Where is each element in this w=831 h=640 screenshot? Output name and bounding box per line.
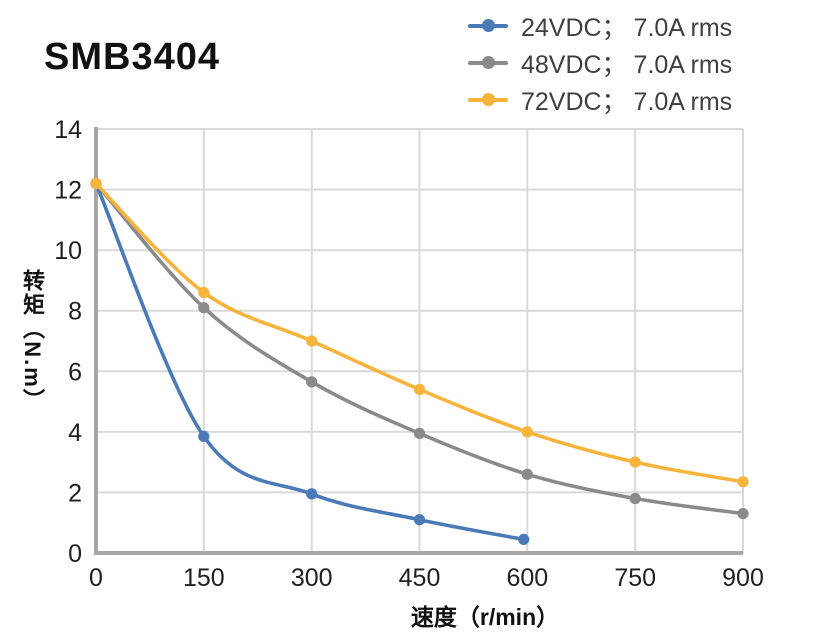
- series-48vdc-data-point: [413, 427, 426, 439]
- series-72vdc-data-point: [198, 286, 210, 299]
- x-tick-label: 900: [722, 564, 764, 592]
- legend-item-label: 24VDC； 7.0A rms: [521, 13, 733, 42]
- series-24vdc-data-point: [518, 533, 530, 546]
- series-72vdc-data-point: [629, 456, 641, 468]
- series-48vdc-data-point: [629, 492, 641, 505]
- series-72vdc-data-point: [306, 335, 318, 347]
- x-tick-label: 0: [89, 564, 103, 592]
- series-48vdc-data-point: [737, 507, 749, 520]
- legend: 24VDC； 7.0A rms 48VDC； 7.0A rms 72VDC； 7.0…: [468, 7, 732, 118]
- y-tick-label: 2: [68, 479, 82, 507]
- legend-item: 72VDC； 7.0A rms: [468, 81, 732, 118]
- y-axis-title: 转矩（N.m）: [20, 269, 45, 413]
- series-72vdc-data-point: [90, 177, 102, 190]
- y-tick-label: 6: [68, 358, 82, 386]
- y-tick-label: 10: [54, 237, 82, 265]
- series-48vdc-data-point: [198, 302, 210, 314]
- legend-marker-dot: [481, 19, 495, 32]
- series-72vdc-data-point: [413, 383, 426, 396]
- series-24vdc-data-point: [198, 430, 210, 442]
- legend-item-label: 72VDC； 7.0A rms: [521, 87, 733, 116]
- y-tick-label: 4: [68, 419, 82, 447]
- x-tick-label: 750: [614, 564, 656, 592]
- legend-marker-icon: [468, 56, 508, 70]
- x-tick-label: 450: [399, 564, 441, 592]
- y-tick-label: 8: [68, 298, 82, 326]
- y-tick-label: 12: [54, 177, 82, 205]
- x-tick-label: 300: [291, 564, 333, 592]
- series-72vdc-data-point: [521, 426, 533, 438]
- series-72vdc-data-point: [737, 476, 749, 488]
- legend-marker-icon: [468, 19, 508, 33]
- series-24vdc-data-point: [413, 514, 426, 526]
- legend-marker-dot: [481, 93, 495, 106]
- legend-marker-dot: [481, 56, 495, 69]
- legend-item-label: 48VDC； 7.0A rms: [521, 50, 733, 79]
- legend-item: 48VDC； 7.0A rms: [468, 44, 732, 81]
- chart-title: SMB3404: [44, 36, 220, 78]
- series-24vdc-line: [94, 181, 526, 542]
- x-tick-label: 600: [506, 564, 548, 592]
- series-24vdc-data-point: [306, 488, 318, 500]
- series-48vdc-data-point: [521, 468, 533, 480]
- y-tick-label: 0: [68, 540, 82, 568]
- legend-item: 24VDC； 7.0A rms: [468, 7, 732, 44]
- x-axis-title: 速度（r/min）: [410, 604, 560, 630]
- y-tick-label: 14: [54, 116, 82, 144]
- legend-marker-icon: [468, 93, 508, 107]
- series-48vdc-data-point: [306, 376, 318, 388]
- x-tick-label: 150: [183, 564, 225, 592]
